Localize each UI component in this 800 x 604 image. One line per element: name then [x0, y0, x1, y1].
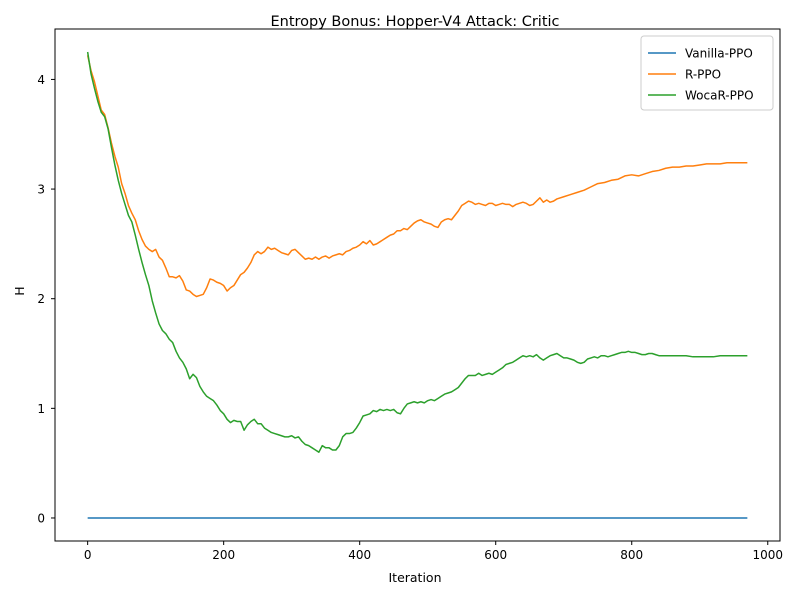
legend-label: R-PPO [685, 68, 721, 82]
x-axis-label: Iteration [388, 570, 441, 585]
x-tick-label: 600 [484, 548, 507, 562]
plot-lines [86, 51, 748, 519]
x-tick-label: 800 [620, 548, 643, 562]
series-line-wocar-ppo [86, 51, 748, 453]
y-tick-label: 3 [37, 183, 45, 197]
x-tick-label: 200 [212, 548, 235, 562]
legend-label: Vanilla-PPO [685, 47, 753, 61]
legend: Vanilla-PPO R-PPO WocaR-PPO [640, 35, 774, 111]
legend-box [640, 35, 774, 111]
y-tick-label: 0 [37, 511, 45, 525]
y-tick-label: 2 [37, 292, 45, 306]
plot-frame [54, 28, 781, 542]
chart-title: Entropy Bonus: Hopper-V4 Attack: Critic [270, 14, 559, 30]
x-tick-label: 0 [84, 548, 92, 562]
series-line-r-ppo [86, 55, 748, 298]
x-tick-label: 400 [348, 548, 371, 562]
legend-label: WocaR-PPO [685, 89, 754, 103]
y-tick-label: 4 [37, 73, 45, 87]
x-axis-ticks: 0 200 400 600 800 1000 [84, 541, 783, 562]
y-tick-label: 1 [37, 402, 45, 416]
y-axis-ticks: 0 1 2 3 4 [37, 73, 55, 525]
y-axis-label: H [12, 286, 27, 295]
x-tick-label: 1000 [752, 548, 783, 562]
